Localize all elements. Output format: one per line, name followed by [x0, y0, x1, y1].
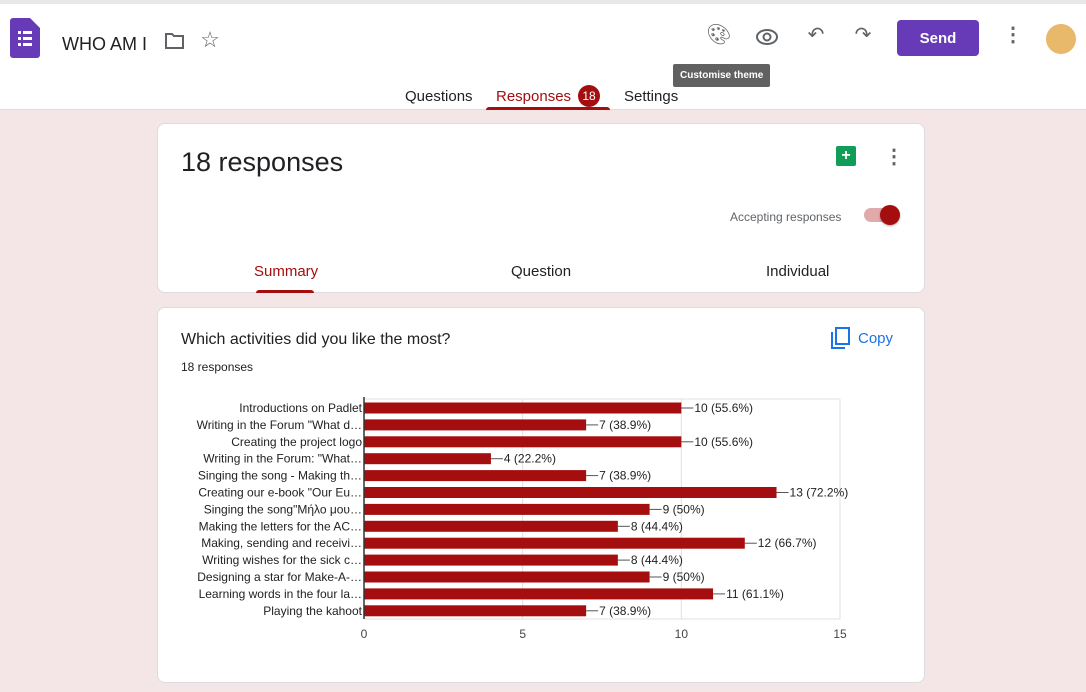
bar — [364, 605, 587, 617]
avatar[interactable] — [1046, 24, 1076, 54]
category-label: Writing wishes for the sick c… — [202, 553, 362, 567]
data-label: 8 (44.4%) — [631, 553, 683, 567]
tab-questions[interactable]: Questions — [405, 88, 473, 105]
category-label: Creating our e-book "Our Eu… — [198, 486, 362, 500]
palette-icon[interactable]: 🎨︎ — [706, 23, 732, 46]
category-label: Making the letters for the AC… — [199, 519, 362, 533]
copy-button[interactable]: Copy — [830, 327, 893, 349]
data-label: 10 (55.6%) — [694, 401, 753, 415]
tab-individual[interactable]: Individual — [766, 263, 830, 280]
question-title: Which activities did you like the most? — [181, 331, 451, 348]
bar — [364, 554, 618, 566]
tooltip: Customise theme — [673, 64, 771, 87]
x-tick-label: 10 — [675, 627, 689, 641]
forms-logo-icon[interactable] — [10, 18, 40, 58]
more-vert-icon[interactable]: ⋮ — [1003, 23, 1023, 46]
responses-count-badge: 18 — [578, 85, 600, 107]
more-vert-icon[interactable]: ⋮ — [884, 145, 904, 168]
data-label: 10 (55.6%) — [694, 435, 753, 449]
bar — [364, 487, 777, 498]
bar — [364, 436, 682, 448]
redo-icon[interactable]: ↷ — [854, 23, 872, 46]
copy-label: Copy — [858, 329, 894, 347]
data-label: 4 (22.2%) — [504, 452, 556, 466]
form-title[interactable]: WHO AM I — [62, 34, 147, 54]
tab-responses[interactable]: Responses — [496, 88, 572, 105]
category-label: Singing the song - Making th… — [198, 469, 362, 483]
undo-icon[interactable]: ↶ — [807, 23, 825, 46]
data-label: 12 (66.7%) — [758, 536, 817, 550]
summary-tab-indicator — [256, 290, 314, 293]
x-tick-label: 0 — [361, 627, 368, 641]
response-count: 18 responses — [181, 147, 344, 177]
copy-icon — [831, 327, 850, 349]
bar — [364, 503, 650, 515]
data-label: 7 (38.9%) — [599, 469, 651, 483]
data-label: 9 (50%) — [663, 502, 705, 516]
active-tab-indicator — [486, 107, 610, 110]
folder-icon[interactable] — [164, 31, 186, 51]
data-label: 11 (61.1%) — [726, 587, 784, 601]
category-label: Designing a star for Make-A-… — [197, 570, 362, 584]
bar — [364, 470, 587, 482]
data-label: 7 (38.9%) — [599, 604, 651, 618]
tab-settings[interactable]: Settings — [624, 88, 679, 105]
top-bar: WHO AM I ☆ 🎨︎ ↶ ↷ Send ⋮ Customise theme… — [0, 0, 1086, 110]
data-label: 8 (44.4%) — [631, 519, 683, 533]
category-label: Playing the kahoot — [263, 604, 362, 618]
sheets-icon[interactable]: + — [836, 146, 856, 166]
question-response-count: 18 responses — [181, 360, 254, 374]
category-label: Writing in the Forum: "What… — [203, 452, 362, 466]
category-label: Singing the song"Μήλο μου… — [204, 502, 362, 516]
bar — [364, 453, 491, 465]
send-button[interactable]: Send — [897, 20, 979, 56]
summary-card: 18 responses + ⋮ Accepting responses Sum… — [157, 123, 925, 293]
accepting-responses-label: Accepting responses — [730, 210, 842, 224]
preview-eye-icon[interactable] — [755, 28, 779, 46]
bar — [364, 419, 587, 431]
category-label: Introductions on Padlet — [239, 401, 362, 415]
x-tick-label: 15 — [833, 627, 847, 641]
tab-question[interactable]: Question — [511, 263, 572, 280]
bar — [364, 588, 714, 600]
bar — [364, 537, 745, 549]
x-tick-label: 5 — [519, 627, 526, 641]
category-label: Writing in the Forum "What d… — [197, 418, 362, 432]
bar — [364, 402, 682, 414]
data-label: 9 (50%) — [663, 570, 705, 584]
bar — [364, 571, 650, 583]
star-icon[interactable]: ☆ — [200, 27, 220, 52]
tab-summary[interactable]: Summary — [254, 263, 319, 280]
bar — [364, 520, 618, 532]
category-label: Learning words in the four la… — [199, 587, 362, 601]
category-label: Creating the project logo — [231, 435, 362, 449]
data-label: 13 (72.2%) — [790, 486, 849, 500]
category-label: Making, sending and receivi… — [201, 536, 362, 550]
data-label: 7 (38.9%) — [599, 418, 651, 432]
accepting-responses-toggle[interactable] — [864, 205, 900, 225]
